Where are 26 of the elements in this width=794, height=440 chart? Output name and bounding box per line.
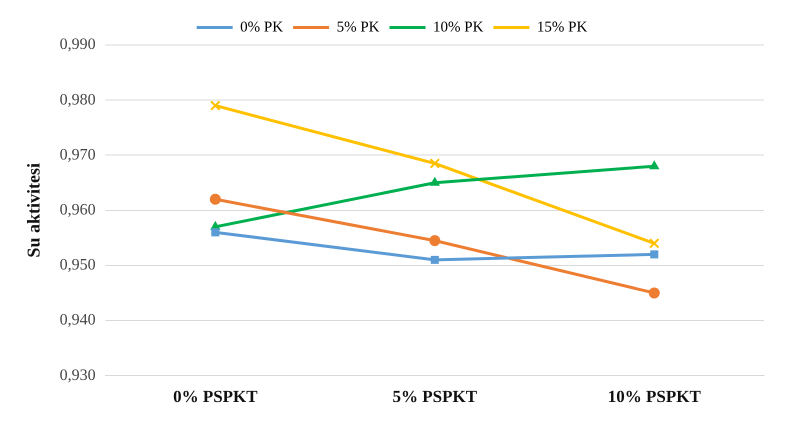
legend-label: 0% PK (240, 19, 284, 36)
legend-label: 10% PK (433, 19, 484, 36)
y-tick-label: 0,930 (60, 366, 96, 384)
point (211, 228, 220, 236)
x-tick-label: 0% PSPKT (173, 387, 258, 406)
y-tick-label: 0,980 (60, 91, 96, 108)
point (210, 194, 221, 205)
x-tick-label: 5% PSPKT (392, 387, 478, 406)
point (430, 158, 440, 169)
y-tick-label: 0,940 (60, 312, 96, 329)
point (429, 235, 440, 246)
point (430, 256, 439, 264)
y-tick-label: 0,990 (60, 36, 96, 54)
legend-label: 15% PK (536, 19, 588, 36)
point (210, 100, 221, 111)
y-axis-title: Su aktivitesi (23, 163, 44, 258)
point (649, 160, 660, 170)
point (430, 177, 440, 186)
y-tick-label: 0,950 (60, 256, 96, 274)
point (649, 238, 660, 249)
x-tick-label: 10% PSPKT (608, 387, 702, 406)
y-tick-label: 0,970 (60, 146, 96, 164)
point (650, 250, 658, 258)
y-tick-label: 0,960 (60, 202, 96, 219)
legend-label: 5% PK (336, 19, 380, 36)
point (648, 287, 660, 298)
